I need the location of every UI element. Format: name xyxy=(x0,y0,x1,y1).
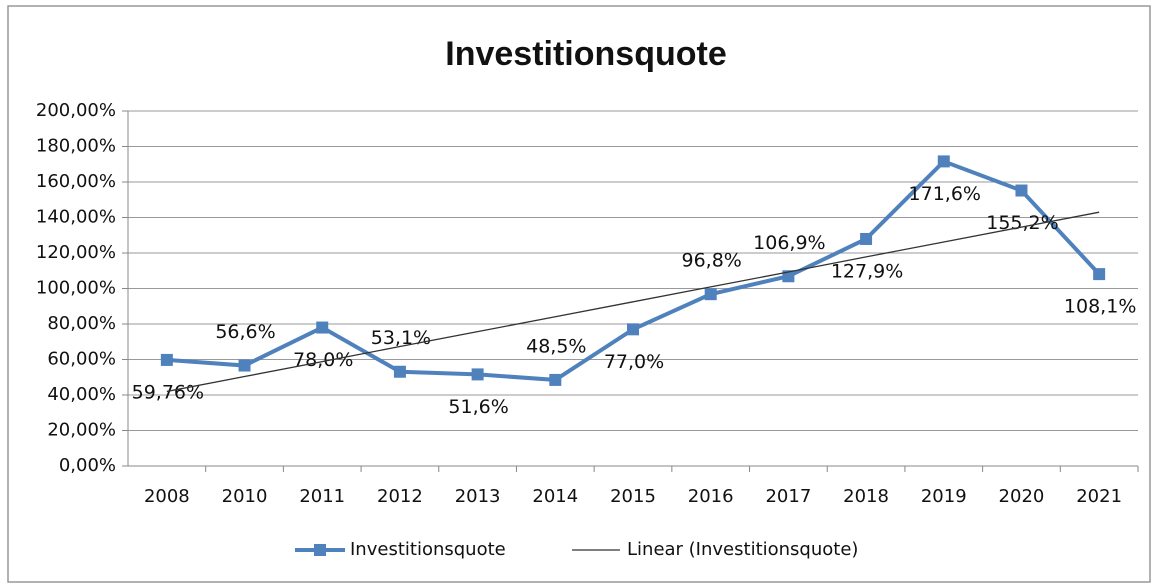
x-tick-label: 2021 xyxy=(1076,486,1122,507)
x-tick-label: 2010 xyxy=(222,486,268,507)
data-point xyxy=(860,232,873,245)
y-tick-label: 180,00% xyxy=(36,136,116,157)
legend-marker xyxy=(314,544,326,556)
x-tick-label: 2012 xyxy=(377,486,423,507)
x-tick-label: 2019 xyxy=(921,486,967,507)
data-label: 155,2% xyxy=(986,212,1058,234)
data-label: 127,9% xyxy=(831,260,903,282)
data-label: 56,6% xyxy=(215,321,275,343)
data-label: 96,8% xyxy=(682,250,742,272)
data-point xyxy=(238,359,251,372)
data-point xyxy=(627,323,639,336)
y-tick-label: 60,00% xyxy=(47,349,116,370)
data-point xyxy=(549,373,562,386)
y-tick-label: 160,00% xyxy=(36,171,116,192)
y-tick-label: 200,00% xyxy=(36,100,116,121)
data-label: 48,5% xyxy=(526,335,586,357)
data-point xyxy=(316,321,329,334)
data-label: 108,1% xyxy=(1064,296,1136,318)
x-tick-label: 2016 xyxy=(688,486,734,507)
data-point xyxy=(471,368,484,381)
data-point xyxy=(937,155,950,168)
chart-title: Investitionsquote xyxy=(445,35,726,73)
data-label: 51,6% xyxy=(448,396,508,418)
y-tick-label: 80,00% xyxy=(47,313,116,334)
y-tick-label: 100,00% xyxy=(36,278,116,299)
data-label: 106,9% xyxy=(753,232,825,254)
x-tick-label: 2015 xyxy=(610,486,656,507)
y-tick-label: 120,00% xyxy=(36,242,116,263)
x-tick-label: 2011 xyxy=(299,486,345,507)
data-point xyxy=(1015,184,1028,197)
data-point xyxy=(704,288,717,301)
legend-label: Linear (Investitionsquote) xyxy=(627,539,858,560)
data-label: 59,76% xyxy=(132,381,204,403)
data-point xyxy=(1093,268,1106,281)
data-point xyxy=(782,270,795,283)
data-label: 171,6% xyxy=(909,183,981,205)
legend-label: Investitionsquote xyxy=(350,539,506,560)
x-tick-label: 2008 xyxy=(144,486,190,507)
y-tick-label: 40,00% xyxy=(47,384,116,405)
x-tick-label: 2013 xyxy=(455,486,501,507)
chart-border xyxy=(7,5,1151,583)
data-label: 77,0% xyxy=(604,351,664,373)
y-tick-label: 0,00% xyxy=(59,455,116,476)
y-tick-label: 140,00% xyxy=(36,207,116,228)
data-label: 78,0% xyxy=(293,349,353,371)
data-point xyxy=(393,365,406,378)
trend-line xyxy=(166,211,1100,393)
x-tick-label: 2014 xyxy=(532,486,578,507)
x-tick-label: 2018 xyxy=(843,486,889,507)
x-tick-label: 2017 xyxy=(765,486,811,507)
data-point xyxy=(160,353,173,366)
x-tick-label: 2020 xyxy=(999,486,1045,507)
y-tick-label: 20,00% xyxy=(47,420,116,441)
